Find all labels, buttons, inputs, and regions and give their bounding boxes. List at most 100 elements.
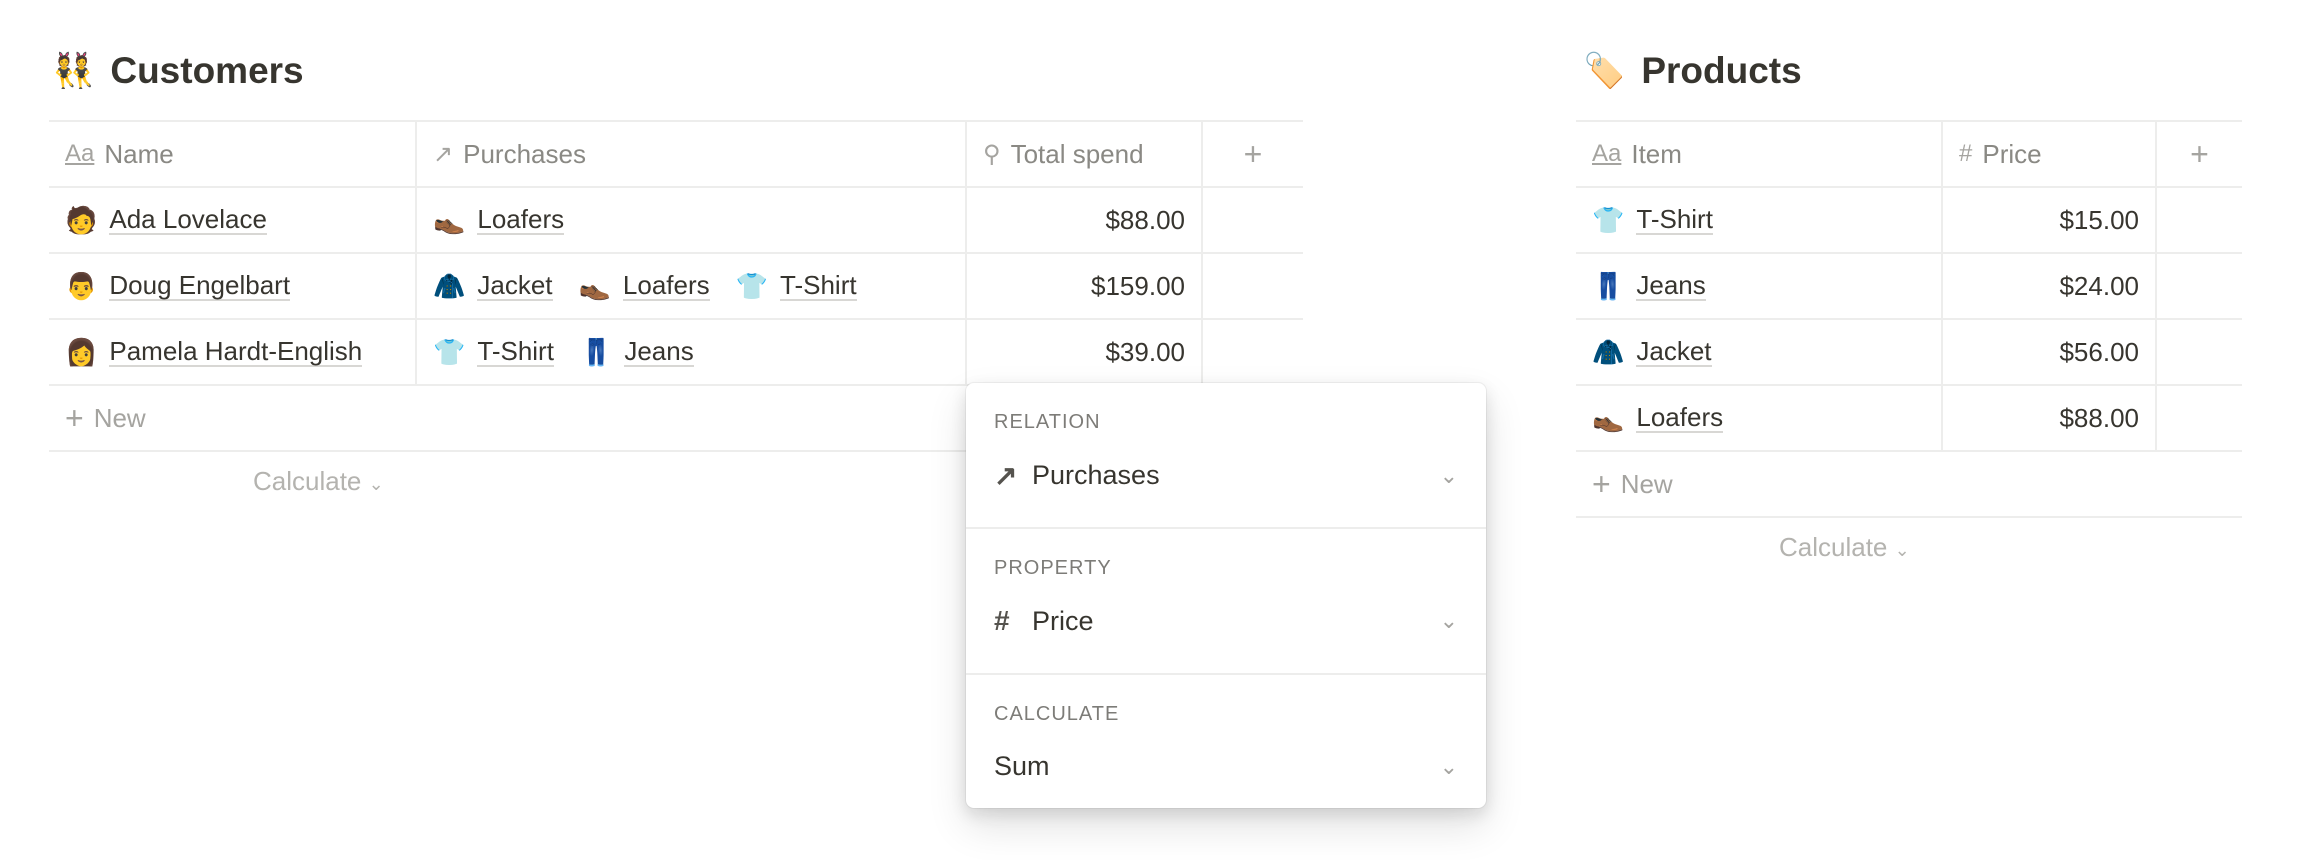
add-column-button[interactable]: + xyxy=(1243,135,1263,172)
property-value: Price xyxy=(1032,605,1094,636)
item-cell[interactable]: 👕 T-Shirt xyxy=(1576,188,1943,252)
new-label: New xyxy=(93,402,146,433)
price-cell: $15.00 xyxy=(1943,188,2157,252)
purchases-cell[interactable]: 🧥 Jacket 👞 Loafers 👕 T-Shirt xyxy=(417,254,967,318)
table-row: 👖 Jeans $24.00 xyxy=(1576,254,2242,320)
empty-cell xyxy=(1203,188,1303,252)
purchase-link[interactable]: T-Shirt xyxy=(780,269,857,302)
new-row-button[interactable]: + New xyxy=(49,386,1303,452)
column-label: Purchases xyxy=(463,138,586,169)
avatar-icon: 🧑 xyxy=(65,204,98,235)
products-table: Aa Item # Price + 👕 T-Shirt $15.00 👖 Jeans $24.… xyxy=(1576,120,2242,518)
column-header-price[interactable]: # Price xyxy=(1943,122,2157,186)
table-row: 🧥 Jacket $56.00 xyxy=(1576,320,2242,386)
purchase-link[interactable]: Loafers xyxy=(477,203,565,236)
loafers-icon: 👞 xyxy=(433,204,466,235)
calculate-label: Calculate xyxy=(1779,532,1888,562)
jeans-icon: 👖 xyxy=(579,336,613,367)
column-label: Item xyxy=(1631,138,1682,169)
table-row: 👩 Pamela Hardt-English 👕 T-Shirt 👖 Jeans $39.0… xyxy=(49,320,1303,386)
plus-icon: + xyxy=(1592,465,1611,502)
avatar-icon: 👩 xyxy=(65,336,98,367)
empty-cell xyxy=(2157,320,2242,384)
table-row: 👞 Loafers $88.00 xyxy=(1576,386,2242,452)
chevron-down-icon: ⌄ xyxy=(1439,753,1458,779)
chevron-down-icon: ⌄ xyxy=(1894,540,1910,560)
calculate-label: CALCULATE xyxy=(994,703,1120,725)
customer-name-link[interactable]: Pamela Hardt-English xyxy=(109,335,363,368)
purchase-link[interactable]: T-Shirt xyxy=(477,335,554,368)
purchase-link[interactable]: Loafers xyxy=(622,269,710,302)
name-cell[interactable]: 👨 Doug Engelbart xyxy=(49,254,417,318)
jacket-icon: 🧥 xyxy=(1592,336,1625,367)
rollup-config-popup: RELATION ↗ Purchases ⌄ PROPERTY # Price ⌄ CA… xyxy=(966,383,1486,808)
jeans-icon: 👖 xyxy=(1592,270,1625,301)
products-title: 🏷️ Products xyxy=(1583,50,1802,92)
column-header-purchases[interactable]: ↗ Purchases xyxy=(417,122,967,186)
product-item-link[interactable]: Jacket xyxy=(1636,335,1712,368)
column-header-item[interactable]: Aa Item xyxy=(1576,122,1943,186)
customer-name-link[interactable]: Ada Lovelace xyxy=(109,203,267,236)
column-header-total-spend[interactable]: ⚲ Total spend xyxy=(967,122,1203,186)
column-header-name[interactable]: Aa Name xyxy=(49,122,417,186)
customers-table: Aa Name ↗ Purchases ⚲ Total spend + 🧑 Ada Lo… xyxy=(49,120,1303,452)
calculate-label: Calculate xyxy=(253,466,362,496)
calculate-button[interactable]: Calculate ⌄ xyxy=(253,466,384,497)
new-label: New xyxy=(1620,468,1673,499)
purchase-chip[interactable]: 🧥 Jacket xyxy=(433,271,553,302)
hash-icon: # xyxy=(1959,140,1973,167)
calculate-button[interactable]: Calculate ⌄ xyxy=(1779,532,1910,563)
total-spend-cell: $39.00 xyxy=(967,320,1203,384)
empty-cell xyxy=(1203,320,1303,384)
item-cell[interactable]: 👖 Jeans xyxy=(1576,254,1943,318)
tshirt-icon: 👕 xyxy=(735,270,769,301)
total-spend-cell: $88.00 xyxy=(967,188,1203,252)
price-cell: $88.00 xyxy=(1943,386,2157,450)
calculate-section: CALCULATE Sum ⌄ xyxy=(966,675,1486,821)
property-label: PROPERTY xyxy=(994,557,1112,579)
purchase-chip[interactable]: 👕 T-Shirt xyxy=(433,337,554,368)
relation-arrow-icon: ↗ xyxy=(433,140,454,168)
purchase-chip[interactable]: 👞 Loafers xyxy=(579,271,710,302)
loafers-icon: 👞 xyxy=(578,270,611,301)
new-row-button[interactable]: + New xyxy=(1576,452,2242,518)
purchase-link[interactable]: Jeans xyxy=(624,335,694,368)
customer-name-link[interactable]: Doug Engelbart xyxy=(109,269,291,302)
purchases-cell[interactable]: 👕 T-Shirt 👖 Jeans xyxy=(417,320,967,384)
product-item-link[interactable]: Loafers xyxy=(1636,401,1724,434)
avatar-icon: 👨 xyxy=(65,270,98,301)
empty-cell xyxy=(1203,254,1303,318)
products-title-text: Products xyxy=(1641,50,1802,91)
purchase-link[interactable]: Jacket xyxy=(477,269,553,302)
item-cell[interactable]: 👞 Loafers xyxy=(1576,386,1943,450)
empty-cell xyxy=(2157,386,2242,450)
customers-title-text: Customers xyxy=(110,50,304,91)
relation-value: Purchases xyxy=(1032,460,1160,490)
property-select[interactable]: # Price ⌄ xyxy=(994,605,1458,637)
purchase-chip[interactable]: 👞 Loafers xyxy=(433,203,565,236)
jacket-icon: 🧥 xyxy=(433,270,466,301)
chevron-down-icon: ⌄ xyxy=(368,474,384,494)
product-item-link[interactable]: T-Shirt xyxy=(1636,203,1713,236)
product-item-link[interactable]: Jeans xyxy=(1636,269,1706,302)
purchase-chip[interactable]: 👕 T-Shirt xyxy=(736,271,857,302)
calculate-value: Sum xyxy=(994,751,1050,781)
column-label: Price xyxy=(1982,138,2042,169)
tshirt-icon: 👕 xyxy=(1592,204,1625,235)
add-column-button[interactable]: + xyxy=(2190,135,2209,172)
price-cell: $24.00 xyxy=(1943,254,2157,318)
relation-select[interactable]: ↗ Purchases ⌄ xyxy=(994,459,1458,492)
relation-label: RELATION xyxy=(994,411,1101,433)
name-cell[interactable]: 👩 Pamela Hardt-English xyxy=(49,320,417,384)
hash-icon: # xyxy=(994,605,1010,636)
table-row: 🧑 Ada Lovelace 👞 Loafers $88.00 xyxy=(49,188,1303,254)
table-row: 👕 T-Shirt $15.00 xyxy=(1576,188,2242,254)
purchases-cell[interactable]: 👞 Loafers xyxy=(417,188,967,252)
name-cell[interactable]: 🧑 Ada Lovelace xyxy=(49,188,417,252)
loafers-icon: 👞 xyxy=(1592,402,1625,433)
item-cell[interactable]: 🧥 Jacket xyxy=(1576,320,1943,384)
calculate-select[interactable]: Sum ⌄ xyxy=(994,751,1458,782)
purchase-chip[interactable]: 👖 Jeans xyxy=(580,337,694,368)
chevron-down-icon: ⌄ xyxy=(1439,462,1458,488)
table-row: 👨 Doug Engelbart 🧥 Jacket 👞 Loafers 👕 T-Shirt $1… xyxy=(49,254,1303,320)
